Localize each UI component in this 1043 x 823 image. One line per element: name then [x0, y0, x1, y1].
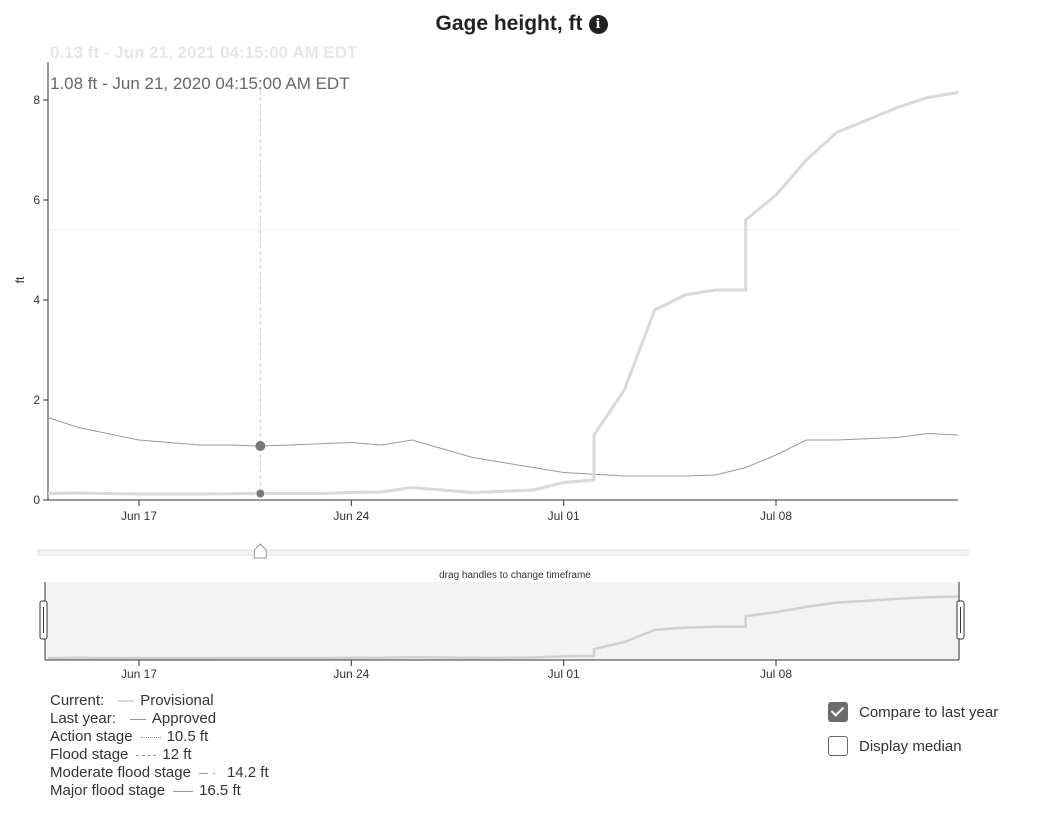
compare-last-year-label[interactable]: Compare to last year — [859, 703, 999, 721]
legend: Current: Provisional Last year: Approved A… — [50, 692, 269, 800]
legend-last-year-label: Last year: — [50, 710, 116, 727]
chart-title-text: Gage height, ft — [435, 12, 583, 35]
y-tick-label-6: 6 — [33, 193, 40, 207]
cursor-slider-handle[interactable] — [253, 543, 267, 559]
brush-selection[interactable] — [45, 582, 960, 660]
legend-action-label: Action stage — [50, 728, 133, 745]
legend-moderate-value: 14.2 ft — [226, 764, 269, 781]
legend-action-swatch — [140, 736, 161, 738]
info-icon[interactable]: i — [588, 15, 608, 34]
y-tick-label-0: 0 — [33, 493, 40, 507]
brush-x-tick-label-2: Jul 01 — [548, 667, 580, 681]
display-median-label[interactable]: Display median — [859, 737, 962, 755]
brush-x-tick-label-3: Jul 08 — [760, 667, 792, 681]
legend-flood-value: 12 ft — [162, 746, 192, 763]
legend-moderate-swatch — [198, 772, 221, 774]
y-tick-label-8: 8 — [33, 93, 40, 107]
x-tick-label-1: Jun 24 — [333, 509, 369, 523]
series-line-last-year — [47, 417, 959, 477]
legend-last-year: Last year: Approved — [50, 710, 269, 728]
display-median-option[interactable]: Display median — [828, 734, 998, 758]
legend-moderate-label: Moderate flood stage — [50, 764, 191, 781]
brush-hint: drag handles to change timeframe — [439, 570, 591, 581]
legend-major-flood-stage: Major flood stage 16.5 ft — [50, 782, 269, 800]
legend-major-swatch — [173, 790, 194, 792]
legend-current-value: Provisional — [140, 692, 214, 709]
legend-action-stage: Action stage 10.5 ft — [50, 728, 269, 746]
legend-current-swatch — [118, 700, 135, 703]
tooltip-last-year-value: 1.08 ft - Jun 21, 2020 04:15:00 AM EDT — [50, 74, 350, 93]
legend-major-value: 16.5 ft — [199, 782, 241, 799]
legend-moderate-flood-stage: Moderate flood stage 14.2 ft — [50, 764, 269, 782]
compare-last-year-checkbox[interactable] — [828, 702, 848, 722]
compare-last-year-option[interactable]: Compare to last year — [828, 700, 998, 724]
display-median-checkbox[interactable] — [828, 736, 848, 756]
brush-x-tick-label-1: Jun 24 — [333, 667, 369, 681]
series-line-current — [47, 91, 959, 496]
legend-last-year-value: Approved — [151, 710, 217, 727]
brush-x-tick-label-0: Jun 17 — [121, 667, 157, 681]
legend-current: Current: Provisional — [50, 692, 269, 710]
chart-options: Compare to last year Display median — [828, 700, 998, 768]
y-tick-label-4: 4 — [33, 293, 40, 307]
cursor-slider-track[interactable] — [37, 549, 969, 556]
tooltip-current-value: 0.13 ft - Jun 21, 2021 04:15:00 AM EDT — [50, 43, 358, 62]
legend-current-label: Current: — [50, 692, 105, 709]
x-tick-label-0: Jun 17 — [121, 509, 157, 523]
chart-title: Gage height, ft i — [0, 12, 1043, 36]
brush-series-line — [47, 595, 959, 660]
legend-action-value: 10.5 ft — [166, 728, 209, 745]
legend-last-year-swatch — [129, 718, 146, 720]
legend-flood-stage: Flood stage 12 ft — [50, 746, 269, 764]
x-tick-label-3: Jul 08 — [760, 509, 792, 523]
y-tick-label-2: 2 — [33, 393, 40, 407]
legend-flood-swatch — [136, 754, 157, 756]
cursor-point-current — [255, 488, 266, 499]
y-axis-label: ft — [13, 276, 27, 283]
cursor-point-last-year — [255, 441, 266, 451]
x-tick-label-2: Jul 01 — [548, 509, 580, 523]
legend-flood-label: Flood stage — [50, 746, 129, 763]
legend-major-label: Major flood stage — [50, 782, 166, 799]
